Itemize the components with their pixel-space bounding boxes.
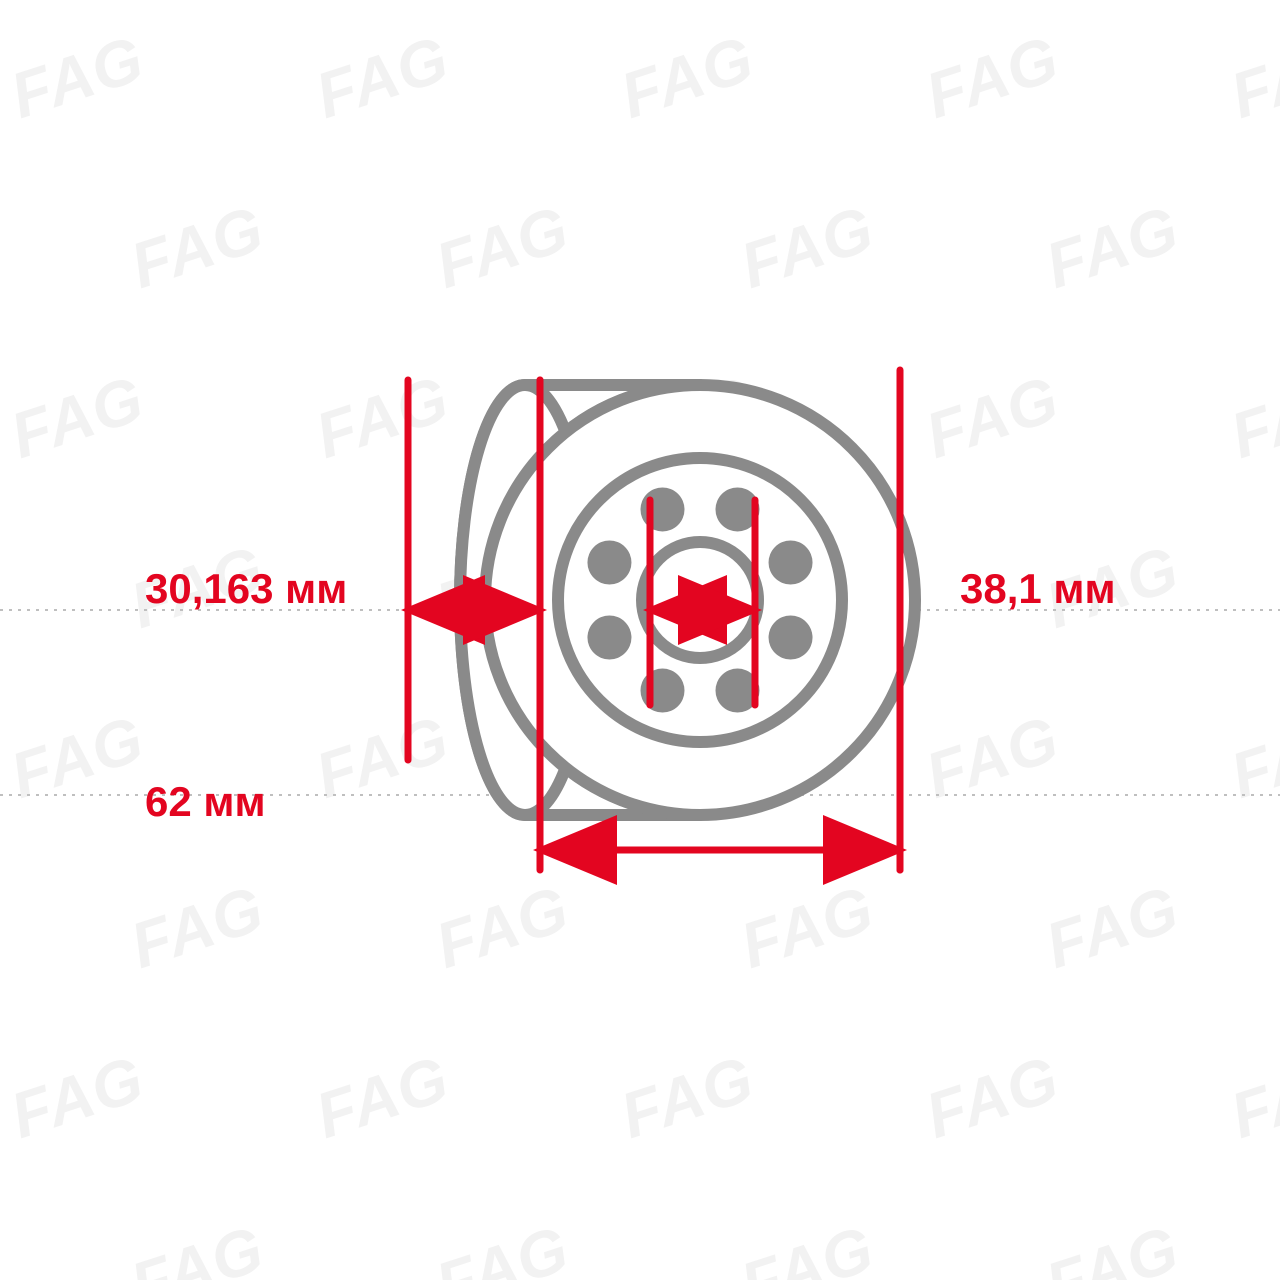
bearing-ball bbox=[587, 616, 631, 660]
diagram-stage: FAGFAGFAGFAGFAGFAGFAGFAGFAGFAGFAGFAGFAGF… bbox=[0, 0, 1280, 1280]
bearing-ball bbox=[769, 616, 813, 660]
dim-outer-diameter-label: 62 мм bbox=[145, 778, 266, 826]
bearing-bore bbox=[642, 542, 758, 658]
bearing-ball bbox=[587, 540, 631, 584]
dim-bore-label: 38,1 мм bbox=[960, 565, 1116, 613]
bearing-ball bbox=[769, 540, 813, 584]
bearing-diagram bbox=[0, 0, 1280, 1280]
dim-width-label: 30,163 мм bbox=[145, 565, 347, 613]
